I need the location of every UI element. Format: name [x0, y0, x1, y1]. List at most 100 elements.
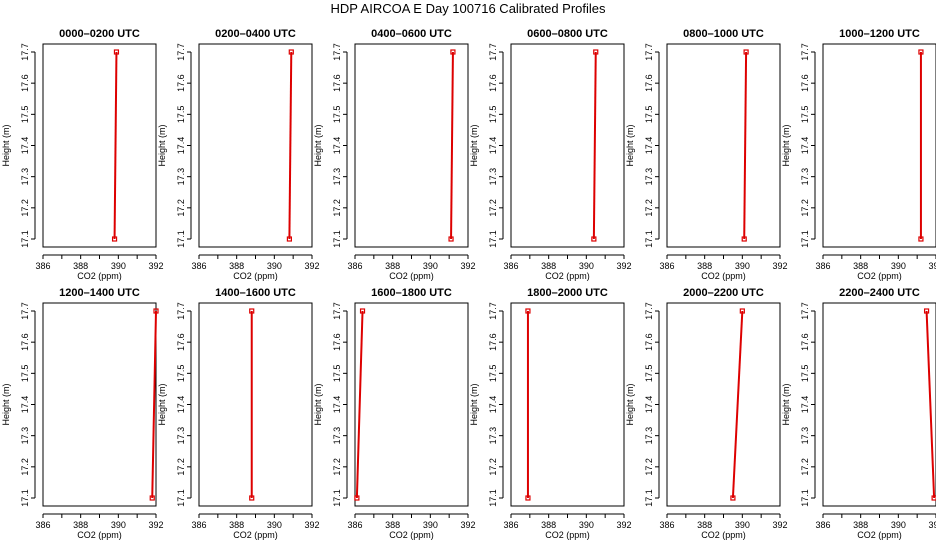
- y-tick-label: 17.3: [176, 427, 186, 445]
- profile-line: [355, 310, 364, 499]
- y-tick-label: 17.6: [800, 333, 810, 351]
- x-tick-label: 386: [347, 520, 362, 530]
- x-tick-label: 388: [73, 520, 88, 530]
- panel-title: 0200–0400 UTC: [215, 28, 296, 40]
- y-tick-label: 17.5: [644, 365, 654, 383]
- panel-9: 1600–1800 UTC 386 388 390 392 CO2 (ppm) 17.1 17…: [313, 287, 476, 540]
- profile-line: [743, 51, 748, 240]
- y-tick-label: 17.6: [176, 333, 186, 351]
- x-tick-label: 388: [385, 261, 400, 271]
- x-tick-label: 392: [772, 520, 787, 530]
- panel-7: 1200–1400 UTC 386 388 390 392 CO2 (ppm) 17.1 17…: [1, 287, 164, 540]
- x-tick-label: 390: [267, 520, 282, 530]
- y-tick-label: 17.1: [800, 230, 810, 248]
- y-tick-label: 17.5: [20, 106, 30, 124]
- panel-4: 0600–0800 UTC 386 388 390 392 CO2 (ppm) 17.1 17…: [469, 28, 632, 281]
- plot-frame: [822, 43, 936, 248]
- data-point: [288, 49, 294, 55]
- panel-title: 1400–1600 UTC: [215, 287, 296, 299]
- data-point: [591, 236, 597, 242]
- profile-line: [592, 51, 597, 240]
- y-tick-label: 17.1: [20, 230, 30, 248]
- y-tick-label: 17.7: [488, 302, 498, 320]
- profile-line: [731, 310, 744, 499]
- y-axis-label: Height (m): [1, 383, 11, 425]
- y-tick-label: 17.7: [332, 302, 342, 320]
- profile-line: [113, 51, 118, 240]
- y-tick-label: 17.1: [332, 230, 342, 248]
- y-tick-label: 17.2: [488, 458, 498, 476]
- x-tick-label: 392: [304, 520, 319, 530]
- x-tick-label: 390: [579, 261, 594, 271]
- panel-8: 1400–1600 UTC 386 388 390 392 CO2 (ppm) 17.1 17…: [157, 287, 320, 540]
- panel-3: 0400–0600 UTC 386 388 390 392 CO2 (ppm) 17.1 17…: [313, 28, 476, 281]
- x-tick-label: 386: [35, 261, 50, 271]
- data-point: [525, 308, 531, 314]
- y-axis-label: Height (m): [313, 383, 323, 425]
- x-tick-label: 392: [928, 520, 936, 530]
- x-tick-label: 386: [503, 261, 518, 271]
- x-tick-label: 390: [267, 261, 282, 271]
- plot-frame: [42, 43, 157, 248]
- y-tick-label: 17.4: [488, 396, 498, 414]
- x-tick-label: 390: [579, 520, 594, 530]
- x-tick-label: 386: [815, 520, 830, 530]
- plot-frame: [198, 302, 313, 507]
- y-tick-label: 17.3: [800, 427, 810, 445]
- panel-12: 2200–2400 UTC 386 388 390 392 CO2 (ppm) 17.1 17…: [781, 287, 936, 540]
- y-tick-label: 17.2: [644, 458, 654, 476]
- x-axis-label: CO2 (ppm): [545, 530, 590, 540]
- y-tick-label: 17.7: [644, 43, 654, 61]
- panel-title: 0400–0600 UTC: [371, 28, 452, 40]
- y-tick-label: 17.5: [332, 365, 342, 383]
- x-tick-label: 388: [229, 520, 244, 530]
- plot-frame: [42, 302, 157, 507]
- data-point: [111, 236, 118, 242]
- data-point: [918, 49, 924, 55]
- x-tick-label: 390: [735, 520, 750, 530]
- figure-title: HDP AIRCOA E Day 100716 Calibrated Profi…: [330, 1, 606, 16]
- y-tick-label: 17.3: [332, 427, 342, 445]
- panel-title: 0600–0800 UTC: [527, 28, 608, 40]
- x-tick-label: 392: [304, 261, 319, 271]
- panel-2: 0200–0400 UTC 386 388 390 392 CO2 (ppm) 17.1 17…: [157, 28, 320, 281]
- x-tick-label: 392: [616, 261, 631, 271]
- y-tick-label: 17.6: [332, 333, 342, 351]
- x-tick-label: 392: [148, 261, 163, 271]
- panel-title: 0000–0200 UTC: [59, 28, 140, 40]
- y-tick-label: 17.5: [644, 106, 654, 124]
- x-tick-label: 390: [111, 261, 126, 271]
- x-axis-label: CO2 (ppm): [233, 271, 278, 281]
- y-tick-label: 17.2: [488, 199, 498, 217]
- x-axis-label: CO2 (ppm): [389, 271, 434, 281]
- y-tick-label: 17.5: [20, 365, 30, 383]
- data-point: [149, 495, 155, 501]
- y-tick-label: 17.4: [20, 137, 30, 155]
- data-point: [286, 236, 292, 242]
- panel-title: 2000–2200 UTC: [683, 287, 764, 299]
- x-tick-label: 390: [111, 520, 126, 530]
- x-tick-label: 392: [148, 520, 163, 530]
- y-tick-label: 17.2: [800, 458, 810, 476]
- data-point: [730, 495, 736, 501]
- y-tick-label: 17.1: [644, 230, 654, 248]
- data-point: [741, 236, 747, 242]
- y-tick-label: 17.5: [332, 106, 342, 124]
- x-tick-label: 388: [73, 261, 88, 271]
- y-tick-label: 17.6: [488, 74, 498, 92]
- y-tick-label: 17.4: [800, 396, 810, 414]
- y-tick-label: 17.4: [644, 396, 654, 414]
- plot-frame: [822, 302, 936, 507]
- x-tick-label: 386: [659, 520, 674, 530]
- y-axis-label: Height (m): [781, 383, 791, 425]
- y-tick-label: 17.2: [800, 199, 810, 217]
- x-axis-label: CO2 (ppm): [77, 271, 122, 281]
- y-tick-label: 17.5: [800, 365, 810, 383]
- x-tick-label: 392: [772, 261, 787, 271]
- x-tick-label: 386: [191, 520, 206, 530]
- y-tick-label: 17.6: [332, 74, 342, 92]
- y-tick-label: 17.2: [176, 199, 186, 217]
- y-tick-label: 17.1: [488, 489, 498, 507]
- y-tick-label: 17.1: [332, 489, 342, 507]
